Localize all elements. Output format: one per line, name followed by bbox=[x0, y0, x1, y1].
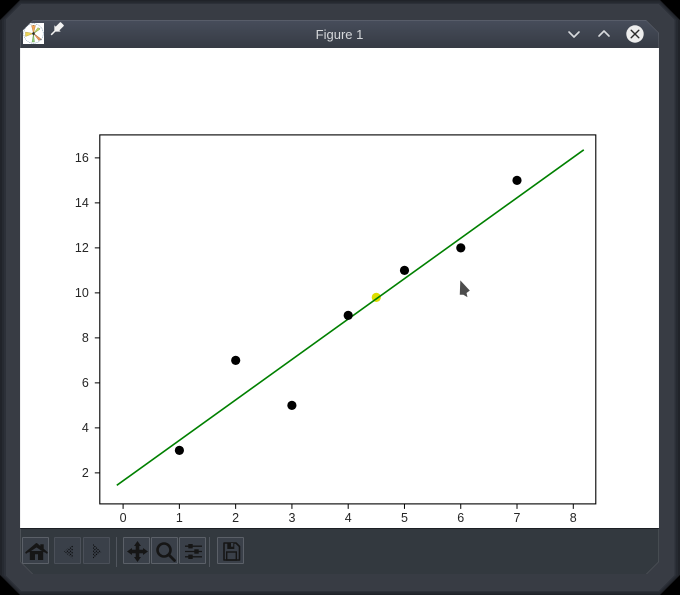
svg-text:1: 1 bbox=[176, 511, 183, 525]
svg-text:4: 4 bbox=[345, 511, 352, 525]
svg-text:8: 8 bbox=[570, 511, 577, 525]
svg-text:16: 16 bbox=[75, 151, 89, 165]
svg-text:7: 7 bbox=[514, 511, 521, 525]
svg-text:10: 10 bbox=[75, 286, 89, 300]
svg-text:6: 6 bbox=[457, 511, 464, 525]
svg-text:12: 12 bbox=[75, 241, 89, 255]
svg-text:6: 6 bbox=[82, 376, 89, 390]
svg-text:5: 5 bbox=[401, 511, 408, 525]
svg-text:8: 8 bbox=[82, 331, 89, 345]
svg-text:4: 4 bbox=[82, 421, 89, 435]
svg-text:2: 2 bbox=[82, 466, 89, 480]
svg-text:3: 3 bbox=[289, 511, 296, 525]
svg-text:14: 14 bbox=[75, 196, 89, 210]
svg-text:0: 0 bbox=[120, 511, 127, 525]
svg-text:2: 2 bbox=[232, 511, 239, 525]
